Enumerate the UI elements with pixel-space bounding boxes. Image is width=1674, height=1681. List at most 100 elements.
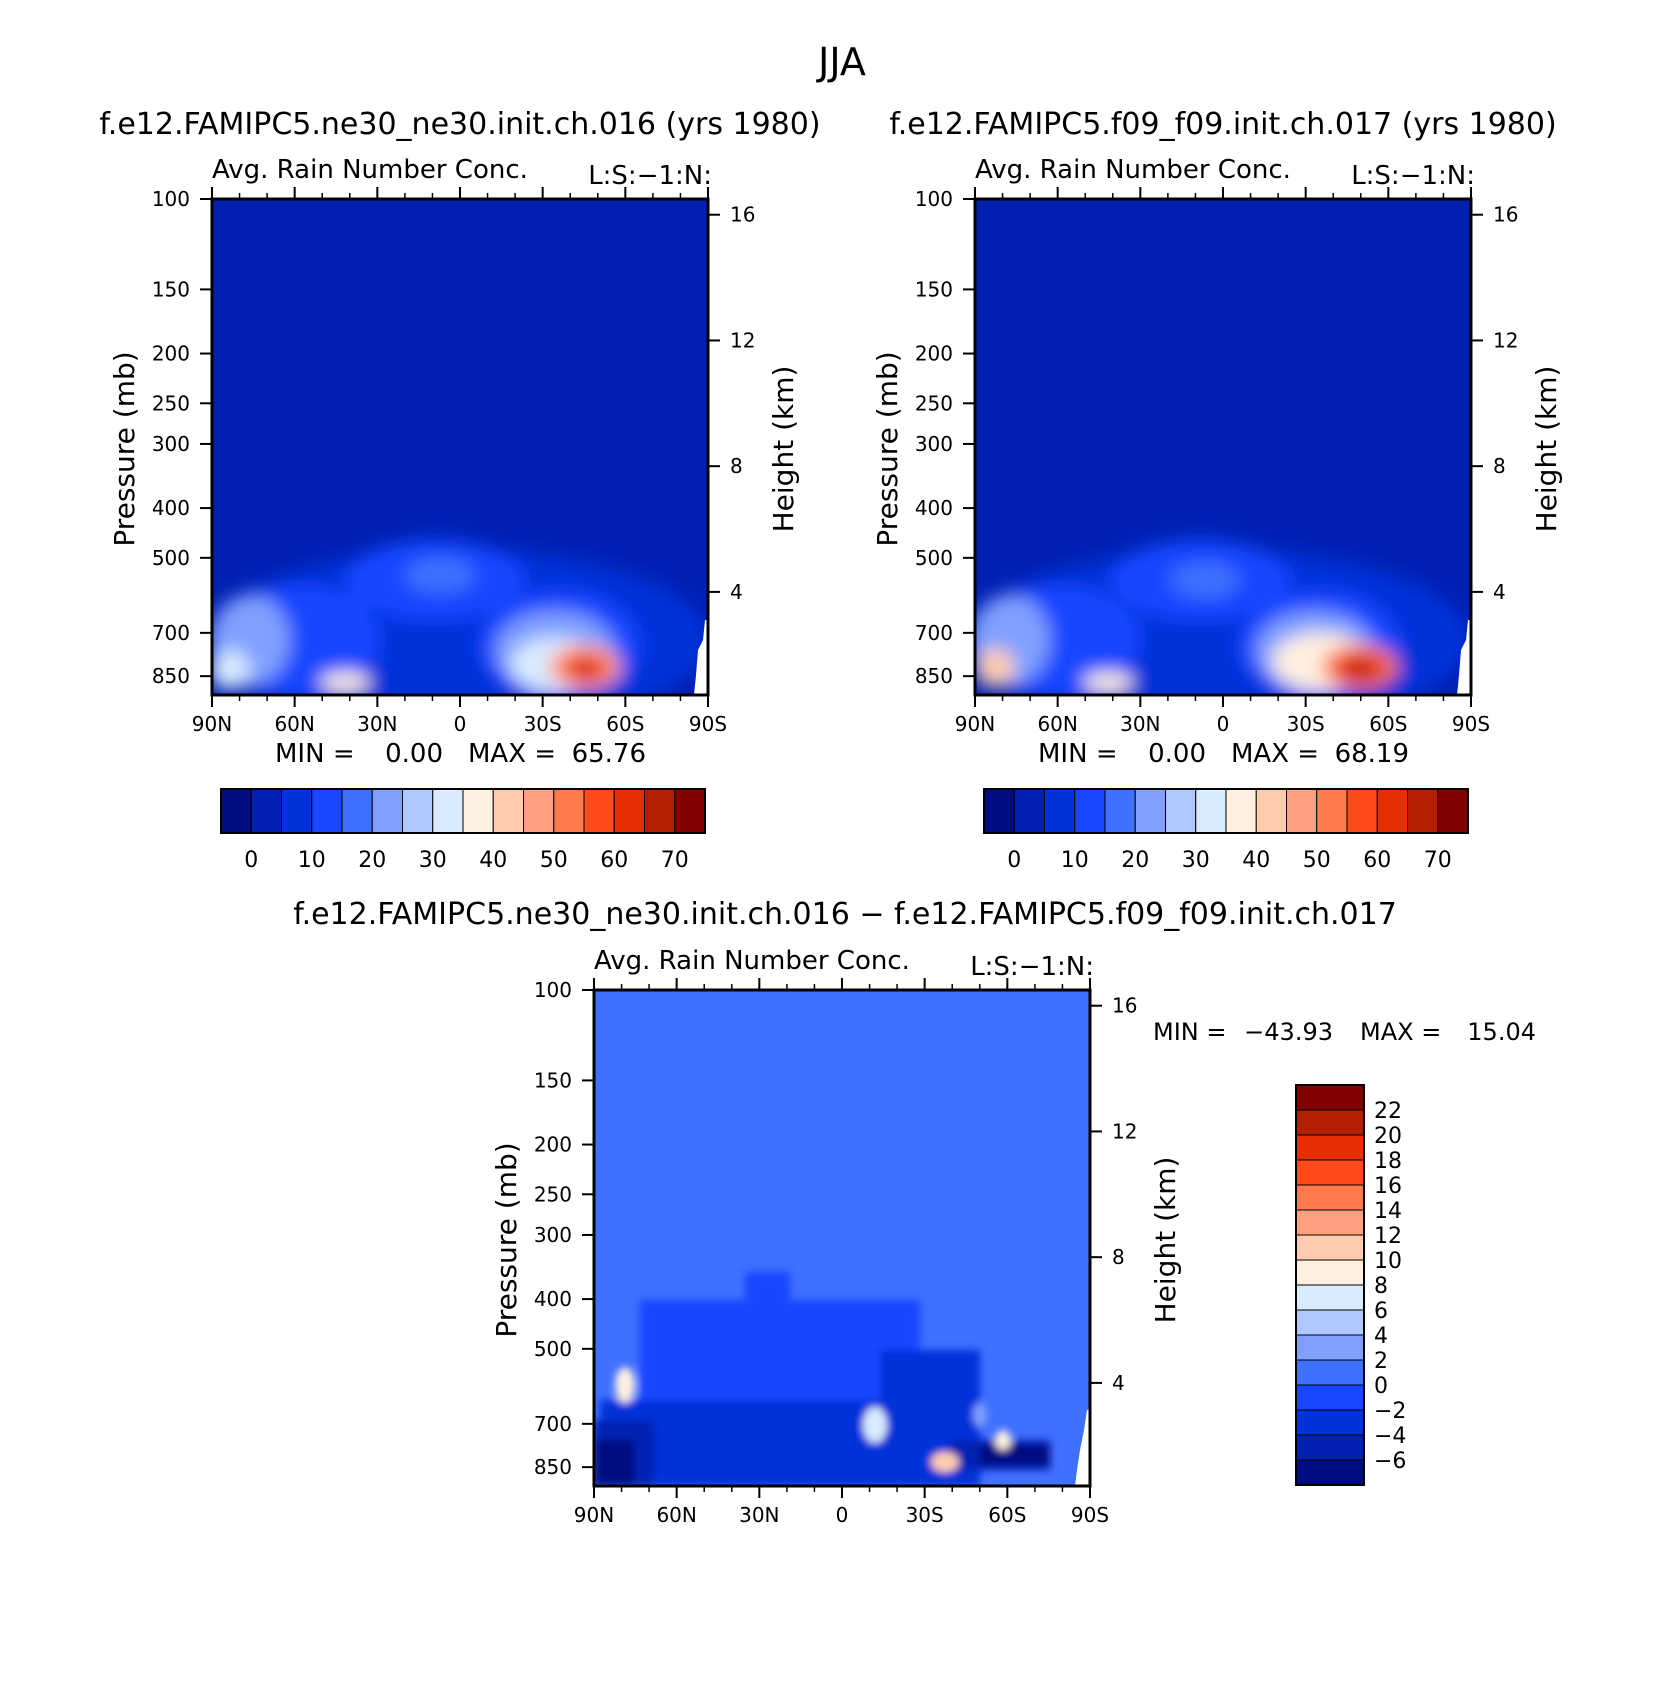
colorbar-box — [983, 788, 1015, 834]
x-tick-label: 90S — [1452, 712, 1490, 736]
y-tick-label: 250 — [534, 1182, 572, 1206]
x-tick-label: 30N — [357, 712, 397, 736]
stats-max-label: MAX = — [1231, 739, 1319, 769]
colorbar-box — [341, 788, 373, 834]
x-tick-label: 30S — [1287, 712, 1325, 736]
contour-region — [320, 672, 370, 692]
colorbar-box — [1195, 788, 1227, 834]
panel-difference: f.e12.FAMIPC5.ne30_ne30.init.ch.016 − f.… — [293, 897, 1536, 1527]
colorbar-box — [1295, 1384, 1365, 1411]
y-tick-label: 850 — [534, 1455, 572, 1479]
colorbar-label: 50 — [1303, 848, 1331, 873]
plot-subtitle: Avg. Rain Number Conc. — [975, 155, 1291, 185]
plot-subtitle: Avg. Rain Number Conc. — [594, 946, 910, 976]
y-tick-label: 250 — [915, 391, 953, 415]
plot-subtitle: Avg. Rain Number Conc. — [212, 155, 528, 185]
y-tick-label: 100 — [915, 187, 953, 211]
colorbar-label: 4 — [1374, 1324, 1388, 1349]
case-title: f.e12.FAMIPC5.ne30_ne30.init.ch.016 − f.… — [293, 897, 1397, 932]
y-tick-label: 100 — [534, 978, 572, 1002]
colorbar-label: 40 — [479, 848, 507, 873]
axes: 90N 60N 30N 0 30S 60S 90S 100 150 200 250 300 400 500… — [871, 187, 1563, 736]
y-tick-label: 700 — [152, 621, 190, 645]
stats-min-value: −43.93 — [1244, 1018, 1333, 1046]
colorbar-label: 40 — [1242, 848, 1270, 873]
x-tick-label: 30N — [1120, 712, 1160, 736]
plot-area — [594, 990, 1090, 1486]
colorbar-label: 6 — [1374, 1299, 1388, 1324]
y-tick-label: 700 — [915, 621, 953, 645]
colorbar-label: 20 — [1374, 1124, 1402, 1149]
colorbar-box — [1376, 788, 1408, 834]
colorbar-label: 30 — [1182, 848, 1210, 873]
y-tick-label: 850 — [152, 664, 190, 688]
y2-tick-label: 4 — [1112, 1371, 1125, 1395]
colorbar-label: 12 — [1374, 1224, 1402, 1249]
plot-subtitle-right: L:S:−1:N: — [1351, 161, 1475, 191]
colorbar-box — [1134, 788, 1166, 834]
colorbar-box — [432, 788, 464, 834]
y-axis-label: Pressure (mb) — [871, 351, 904, 546]
colorbar-label: 8 — [1374, 1274, 1388, 1299]
x-tick-label: 60N — [274, 712, 314, 736]
missing-data-mask — [1457, 620, 1471, 695]
colorbar-box — [1295, 1234, 1365, 1261]
y2-tick-label: 12 — [1112, 1119, 1137, 1143]
y2-tick-label: 8 — [1112, 1245, 1125, 1269]
colorbar-label: 10 — [298, 848, 326, 873]
y2-tick-label: 16 — [1112, 994, 1137, 1018]
contour-region — [1346, 662, 1374, 676]
figure-title: JJA — [816, 40, 866, 84]
colorbar-label: 30 — [419, 848, 447, 873]
colorbar-box — [1255, 788, 1287, 834]
x-tick-label: 0 — [1217, 712, 1230, 736]
x-tick-label: 60N — [1037, 712, 1077, 736]
colorbar-box — [281, 788, 313, 834]
y2-axis-label: Height (km) — [1149, 1157, 1182, 1324]
y2-tick-label: 12 — [730, 328, 755, 352]
x-tick-label: 30S — [524, 712, 562, 736]
plot-area — [212, 199, 708, 695]
colorbar-box — [402, 788, 434, 834]
colorbar-box — [1295, 1184, 1365, 1211]
y-axis-label: Pressure (mb) — [108, 351, 141, 546]
plot-subtitle-right: L:S:−1:N: — [970, 952, 1094, 982]
y-tick-label: 150 — [534, 1068, 572, 1092]
stats-min-value: 0.00 — [1148, 739, 1206, 769]
colorbar-frame — [983, 788, 1469, 834]
colorbar-label: −6 — [1374, 1449, 1406, 1474]
colorbar-box — [1295, 1409, 1365, 1436]
colorbar-box — [553, 788, 585, 834]
y2-tick-label: 8 — [730, 454, 743, 478]
y-tick-label: 700 — [534, 1412, 572, 1436]
contour-region — [1170, 562, 1240, 598]
stats-max-value: 68.19 — [1335, 739, 1409, 769]
contour-region — [615, 1367, 635, 1403]
colorbar: 0 10 20 30 40 50 60 70 — [220, 788, 706, 873]
case-title: f.e12.FAMIPC5.ne30_ne30.init.ch.016 (yrs… — [99, 107, 820, 142]
colorbar-label: 18 — [1374, 1149, 1402, 1174]
panel-right: f.e12.FAMIPC5.f09_f09.init.ch.017 (yrs 1… — [871, 107, 1563, 873]
x-tick-label: 90S — [1071, 1503, 1109, 1527]
colorbar-label: 22 — [1374, 1099, 1402, 1124]
x-tick-label: 90N — [192, 712, 232, 736]
colorbar-box — [1225, 788, 1257, 834]
field-contours — [212, 540, 708, 695]
colorbar: 0 10 20 30 40 50 60 70 — [983, 788, 1469, 873]
y-tick-label: 300 — [915, 432, 953, 456]
colorbar-label: 70 — [1424, 848, 1452, 873]
y-tick-label: 400 — [534, 1287, 572, 1311]
y-tick-label: 150 — [152, 277, 190, 301]
colorbar-box — [1437, 788, 1469, 834]
axes: 90N 60N 30N 0 30S 60S 90S 100 150 200 250 300 400 500… — [108, 187, 800, 736]
stats-min-label: MIN = — [275, 739, 355, 769]
x-tick-label: 0 — [454, 712, 467, 736]
y2-tick-label: 16 — [1493, 203, 1518, 227]
plot-subtitle-right: L:S:−1:N: — [588, 161, 712, 191]
y2-tick-label: 12 — [1493, 328, 1518, 352]
colorbar-box — [583, 788, 615, 834]
y-tick-label: 200 — [152, 342, 190, 366]
field-contours — [975, 540, 1470, 695]
colorbar-box — [644, 788, 676, 834]
